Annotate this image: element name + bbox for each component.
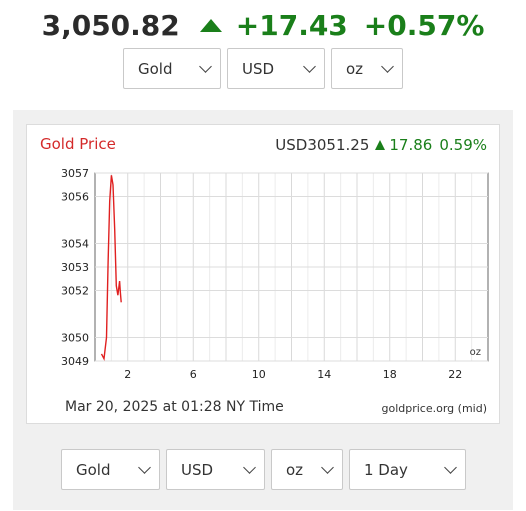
unit-select[interactable]: oz xyxy=(331,48,403,89)
chevron-down-icon xyxy=(381,59,394,73)
chart-range-select[interactable]: 1 Day xyxy=(349,449,466,490)
chart-range-select-value: 1 Day xyxy=(364,460,408,479)
chevron-down-icon xyxy=(199,59,212,73)
bottom-selector-row: Gold USD oz 1 Day xyxy=(61,449,472,490)
up-arrow-icon xyxy=(199,18,222,32)
chart-unit-select-value: oz xyxy=(286,460,304,479)
x-tick-label: 10 xyxy=(252,368,266,381)
chart-currency-select[interactable]: USD xyxy=(166,449,265,490)
chart-title: Gold Price xyxy=(40,135,116,153)
x-tick-label: 6 xyxy=(190,368,197,381)
chart-timestamp: Mar 20, 2025 at 01:28 NY Time xyxy=(65,399,284,415)
y-tick-label: 3050 xyxy=(61,332,89,345)
chart-source: goldprice.org (mid) xyxy=(381,402,488,415)
chart-metal-select[interactable]: Gold xyxy=(61,449,160,490)
chart-quote-price: USD3051.25 xyxy=(275,136,370,154)
chevron-down-icon xyxy=(138,460,151,474)
up-triangle-icon xyxy=(375,140,386,150)
chart-currency-select-value: USD xyxy=(181,460,214,479)
price-line xyxy=(100,175,122,362)
currency-select[interactable]: USD xyxy=(227,48,325,89)
y-tick-label: 3054 xyxy=(61,238,89,251)
chevron-down-icon xyxy=(444,460,457,474)
y-tick-label: 3053 xyxy=(61,261,89,274)
x-tick-label: 2 xyxy=(124,368,131,381)
chart-quote-change-percent: 0.59% xyxy=(439,136,487,154)
x-tick-label: 14 xyxy=(317,368,331,381)
price-change-percent: +0.57% xyxy=(363,8,485,42)
unit-select-value: oz xyxy=(346,59,364,78)
currency-select-value: USD xyxy=(242,59,275,78)
chart-unit-select[interactable]: oz xyxy=(271,449,343,490)
price-headline: 3,050.82 +17.43 +0.57% xyxy=(0,6,526,44)
chevron-down-icon xyxy=(243,460,256,474)
x-tick-label: 22 xyxy=(448,368,462,381)
y-tick-label: 3056 xyxy=(61,191,89,204)
chart-container: Gold Price USD3051.25 17.86 0.59% 3049 30… xyxy=(26,124,500,424)
price-change: +17.43 xyxy=(235,8,348,42)
y-tick-label: 3049 xyxy=(61,355,89,368)
chart-quote-change: 17.86 xyxy=(389,136,433,154)
chevron-down-icon xyxy=(321,460,334,474)
chart-quote: USD3051.25 17.86 0.59% xyxy=(275,136,487,154)
metal-select-value: Gold xyxy=(138,59,173,78)
chevron-down-icon xyxy=(303,59,316,73)
chart-metal-select-value: Gold xyxy=(76,460,111,479)
metal-select[interactable]: Gold xyxy=(123,48,221,89)
x-tick-label: 18 xyxy=(383,368,397,381)
unit-label: oz xyxy=(470,347,481,358)
spot-price: 3,050.82 xyxy=(41,8,180,42)
y-tick-label: 3052 xyxy=(61,285,89,298)
top-selector-row: Gold USD oz xyxy=(123,48,409,89)
y-tick-label: 3057 xyxy=(61,167,89,180)
